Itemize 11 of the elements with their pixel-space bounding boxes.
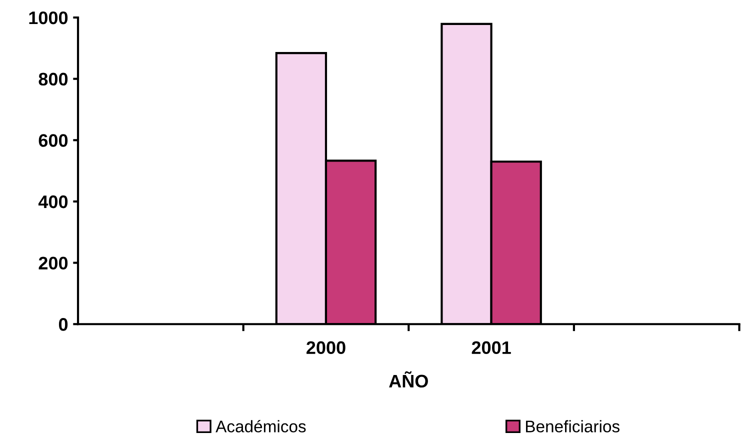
y-tick-label: 600: [38, 134, 68, 147]
y-tick-label: 400: [38, 195, 68, 208]
legend-label: Beneficiarios: [526, 420, 620, 432]
x-tick-label: 2000: [306, 341, 346, 354]
x-axis-title: AÑO: [389, 371, 428, 388]
y-tick-label: 0: [58, 318, 68, 331]
x-tick-label: 2001: [472, 341, 511, 354]
y-tick-label: 800: [38, 72, 68, 86]
legend-label: Académicos: [216, 420, 306, 432]
y-tick-label: 1000: [29, 11, 68, 24]
y-tick-label: 200: [38, 256, 68, 270]
